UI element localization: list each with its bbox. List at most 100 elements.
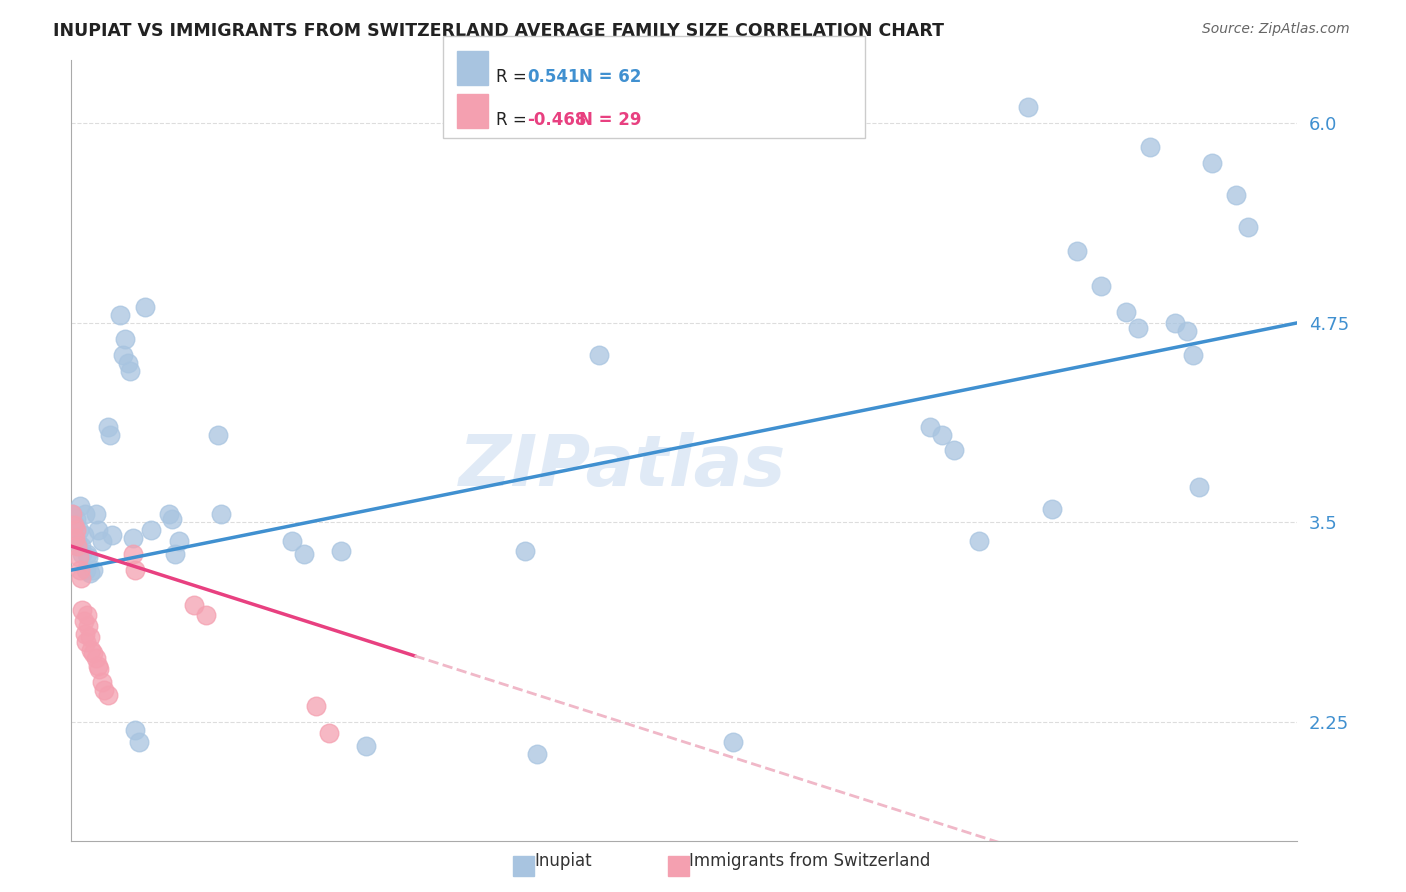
- Point: [62, 518, 84, 533]
- Point: [918, 419, 941, 434]
- Point: [65, 512, 87, 526]
- Point: [207, 427, 229, 442]
- Point: [67, 550, 90, 565]
- Point: [330, 544, 353, 558]
- Point: [160, 512, 183, 526]
- Point: [73, 508, 96, 522]
- Point: [87, 523, 110, 537]
- Point: [62, 508, 84, 522]
- Text: ZIPatlas: ZIPatlas: [460, 432, 787, 500]
- Point: [134, 300, 156, 314]
- Point: [79, 566, 101, 581]
- Point: [111, 348, 134, 362]
- Point: [209, 508, 232, 522]
- Point: [526, 747, 548, 761]
- Point: [292, 547, 315, 561]
- Point: [80, 643, 103, 657]
- Point: [72, 547, 94, 561]
- Point: [1188, 480, 1211, 494]
- Point: [82, 563, 104, 577]
- Point: [90, 534, 112, 549]
- Point: [1090, 279, 1112, 293]
- Point: [1225, 188, 1247, 202]
- Text: Immigrants from Switzerland: Immigrants from Switzerland: [689, 852, 931, 870]
- Point: [121, 531, 143, 545]
- Point: [931, 427, 953, 442]
- Point: [72, 614, 94, 628]
- Point: [1040, 502, 1063, 516]
- Point: [97, 688, 120, 702]
- Point: [69, 500, 91, 514]
- Point: [165, 547, 187, 561]
- Point: [1126, 320, 1149, 334]
- Point: [120, 364, 142, 378]
- Point: [110, 308, 132, 322]
- Point: [513, 544, 536, 558]
- Point: [97, 419, 120, 434]
- Point: [90, 674, 112, 689]
- Point: [93, 682, 115, 697]
- Point: [100, 427, 122, 442]
- Point: [117, 356, 139, 370]
- Point: [76, 547, 98, 561]
- Point: [79, 630, 101, 644]
- Point: [139, 523, 162, 537]
- Point: [82, 646, 104, 660]
- Point: [1139, 140, 1161, 154]
- Point: [114, 332, 136, 346]
- Point: [87, 658, 110, 673]
- Point: [588, 348, 610, 362]
- Point: [66, 539, 89, 553]
- Point: [305, 698, 328, 713]
- Point: [100, 528, 122, 542]
- Point: [63, 531, 86, 545]
- Text: R =: R =: [496, 111, 527, 128]
- Point: [1201, 156, 1223, 170]
- Point: [195, 607, 218, 622]
- Point: [128, 735, 150, 749]
- Point: [967, 534, 990, 549]
- Point: [1182, 348, 1205, 362]
- Point: [1066, 244, 1088, 258]
- Point: [1164, 316, 1187, 330]
- Point: [67, 523, 90, 537]
- Point: [1115, 304, 1137, 318]
- Point: [167, 534, 190, 549]
- Point: [69, 563, 91, 577]
- Point: [72, 603, 94, 617]
- Point: [72, 528, 94, 542]
- Point: [89, 662, 111, 676]
- Point: [84, 651, 107, 665]
- Point: [77, 550, 100, 565]
- Point: [723, 735, 745, 749]
- Point: [70, 571, 93, 585]
- Text: Inupiat: Inupiat: [534, 852, 592, 870]
- Text: -0.468: -0.468: [527, 111, 586, 128]
- Point: [354, 739, 377, 753]
- Point: [124, 723, 146, 737]
- Point: [63, 518, 86, 533]
- Point: [183, 598, 205, 612]
- Point: [281, 534, 304, 549]
- Point: [121, 547, 143, 561]
- Point: [76, 607, 98, 622]
- Point: [62, 531, 84, 545]
- Text: N = 62: N = 62: [579, 68, 641, 86]
- Point: [318, 726, 340, 740]
- Text: Source: ZipAtlas.com: Source: ZipAtlas.com: [1202, 22, 1350, 37]
- Point: [124, 563, 146, 577]
- Point: [65, 523, 87, 537]
- Point: [157, 508, 180, 522]
- Point: [943, 443, 966, 458]
- Point: [84, 508, 107, 522]
- Point: [77, 619, 100, 633]
- Point: [66, 534, 89, 549]
- Point: [70, 539, 93, 553]
- Point: [1237, 220, 1260, 235]
- Point: [1175, 324, 1198, 338]
- Text: N = 29: N = 29: [579, 111, 641, 128]
- Text: INUPIAT VS IMMIGRANTS FROM SWITZERLAND AVERAGE FAMILY SIZE CORRELATION CHART: INUPIAT VS IMMIGRANTS FROM SWITZERLAND A…: [53, 22, 945, 40]
- Text: R =: R =: [496, 68, 527, 86]
- Point: [1017, 100, 1039, 114]
- Point: [75, 635, 97, 649]
